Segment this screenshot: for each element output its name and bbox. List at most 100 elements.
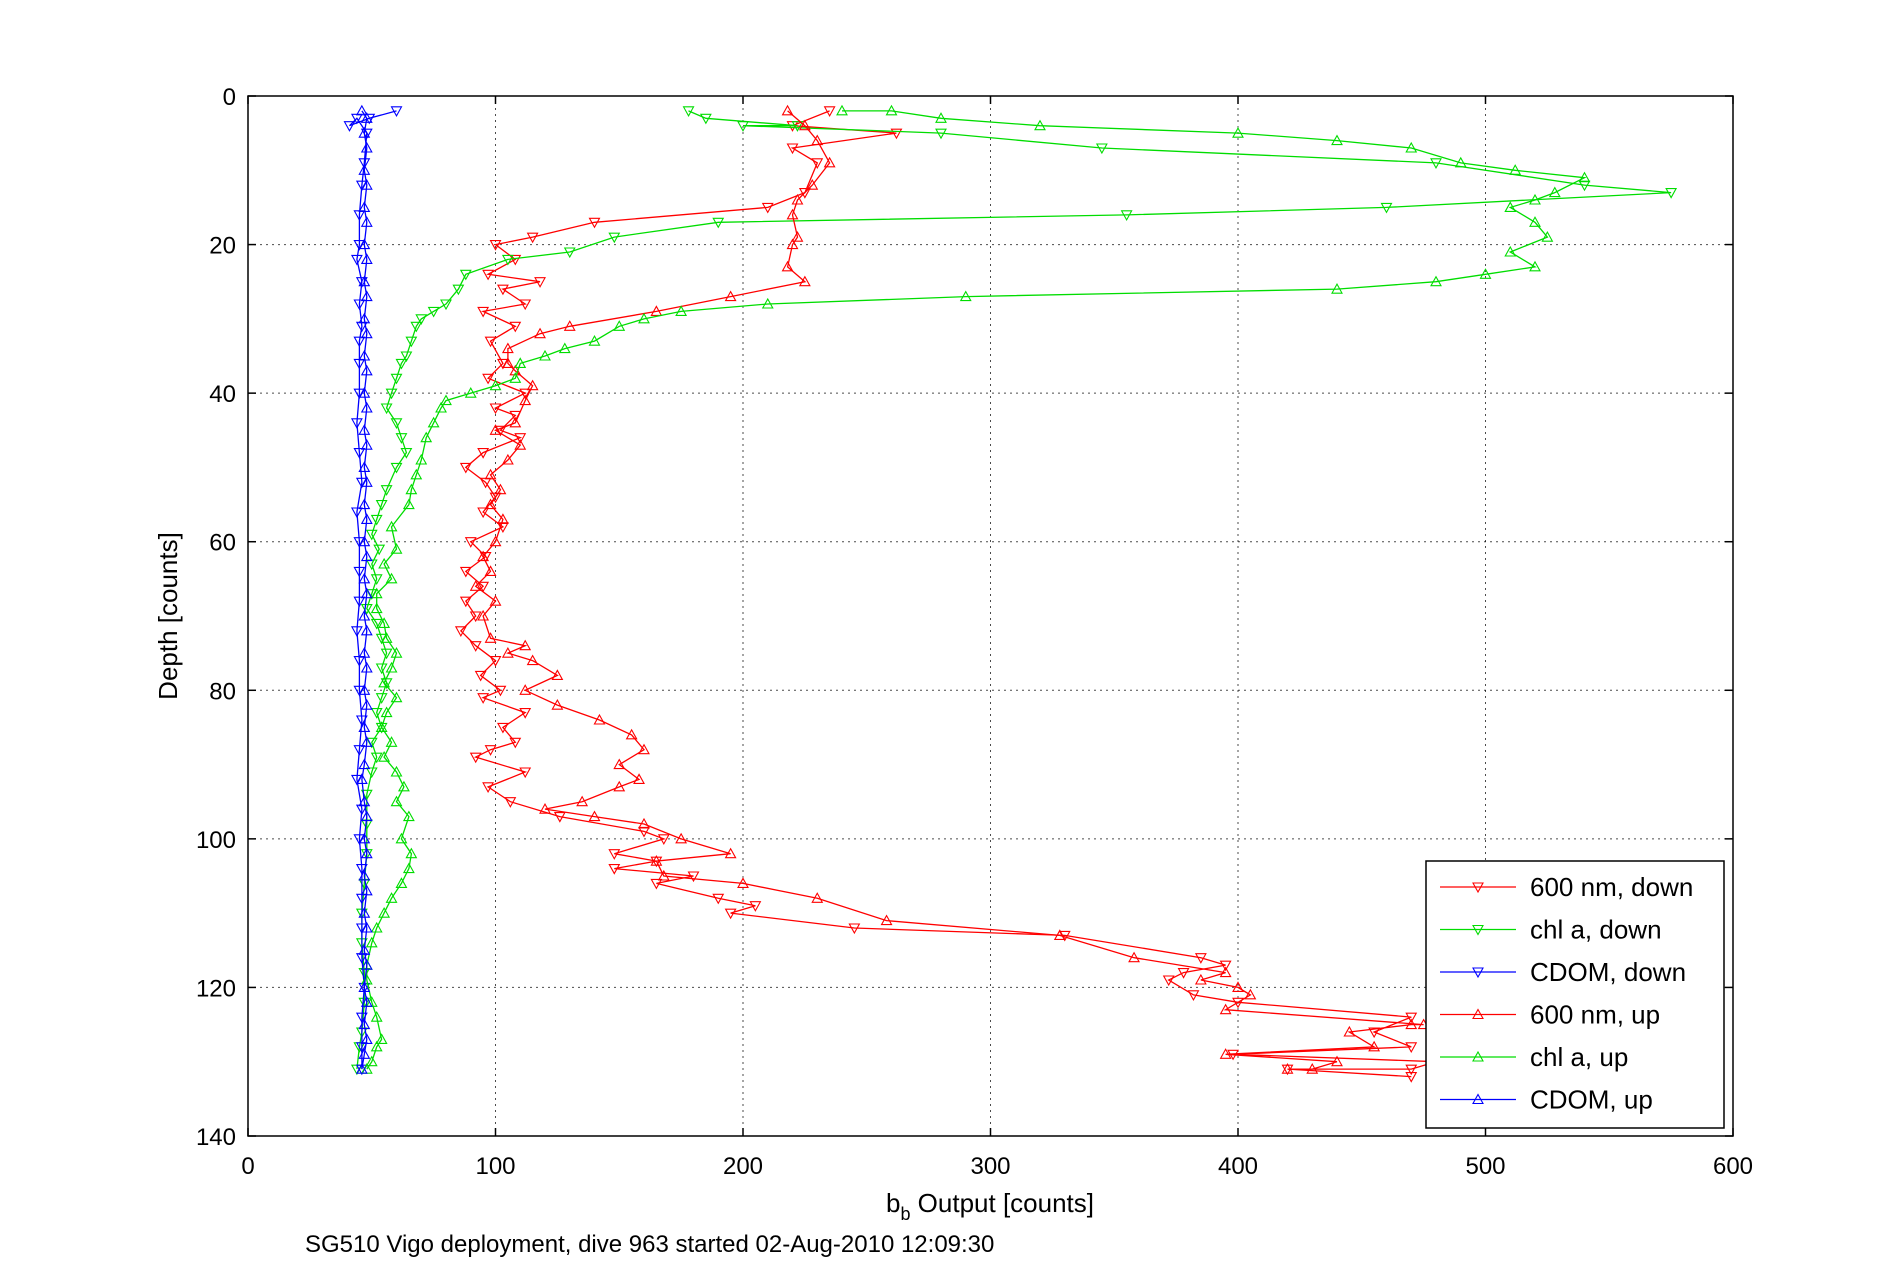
- data-point: [551, 669, 564, 680]
- data-point: [395, 358, 408, 370]
- data-point: [1232, 997, 1244, 1009]
- data-point: [650, 305, 663, 316]
- data-point: [501, 453, 514, 465]
- data-point: [1665, 188, 1678, 199]
- legend-marker: [1472, 882, 1484, 894]
- x-axis-label: bb Output [counts]: [886, 1188, 1094, 1224]
- data-point: [390, 691, 403, 703]
- data-point: [496, 722, 509, 734]
- legend-label: CDOM, up: [1530, 1085, 1653, 1115]
- data-point: [395, 877, 408, 888]
- data-point: [1095, 143, 1108, 155]
- data-point: [464, 387, 477, 398]
- data-point: [358, 424, 371, 435]
- data-point: [519, 394, 532, 406]
- data-point: [1120, 210, 1133, 221]
- data-point: [519, 299, 532, 311]
- data-point: [477, 306, 490, 318]
- data-point: [786, 143, 799, 155]
- data-point: [355, 773, 368, 784]
- data-point: [370, 514, 383, 526]
- data-point: [358, 164, 371, 175]
- legend-marker: [1472, 1008, 1484, 1020]
- data-point: [350, 418, 363, 429]
- data-point: [353, 596, 366, 608]
- data-point: [400, 448, 413, 459]
- data-point: [360, 847, 373, 859]
- data-point: [435, 401, 447, 413]
- data-point: [360, 996, 373, 1007]
- data-point: [519, 388, 532, 400]
- data-point: [469, 641, 482, 652]
- data-point: [880, 914, 893, 926]
- data-point: [1405, 1018, 1418, 1030]
- data-point: [1405, 1072, 1418, 1083]
- data-point: [358, 312, 371, 324]
- axis-ticks: 0 100 200 300 400 500 600 0 20 40 60 80 100 120 140: [196, 84, 1753, 1180]
- data-point: [798, 275, 811, 287]
- data-point: [724, 290, 737, 302]
- data-point: [358, 1018, 371, 1030]
- data-point: [1529, 216, 1541, 227]
- data-point: [360, 290, 373, 302]
- data-point: [385, 520, 398, 532]
- data-point: [482, 782, 495, 793]
- legend-label: CDOM, down: [1530, 957, 1686, 987]
- data-point: [365, 529, 378, 541]
- legend-marker: [1472, 1093, 1484, 1105]
- data-point: [360, 587, 373, 599]
- data-point: [385, 892, 398, 903]
- series-line: [361, 110, 368, 1070]
- data-point: [1219, 960, 1232, 972]
- data-point: [360, 476, 373, 487]
- data-point: [355, 321, 368, 333]
- data-point: [390, 647, 403, 658]
- data-point: [365, 936, 378, 948]
- legend-label: chl a, down: [1530, 915, 1662, 945]
- data-point: [501, 647, 514, 658]
- series-layer: [343, 104, 1678, 1083]
- data-point: [360, 401, 373, 413]
- data-point: [355, 715, 368, 727]
- data-point: [378, 676, 391, 688]
- data-point: [353, 448, 366, 459]
- data-point: [761, 202, 774, 214]
- data-point: [360, 661, 373, 673]
- data-point: [355, 1063, 368, 1074]
- data-point: [378, 907, 391, 918]
- y-tick-label: 20: [209, 233, 236, 260]
- data-point: [400, 351, 413, 363]
- data-point: [534, 277, 546, 288]
- x-tick-label: 200: [723, 1153, 763, 1180]
- data-point: [563, 320, 576, 331]
- data-point: [1177, 968, 1190, 979]
- data-point: [459, 269, 472, 281]
- y-tick-label: 40: [209, 381, 236, 408]
- data-point: [836, 104, 848, 116]
- data-point: [477, 550, 490, 562]
- data-point: [360, 884, 373, 896]
- data-point: [350, 254, 363, 266]
- data-point: [370, 602, 383, 614]
- data-point: [1232, 981, 1244, 992]
- y-tick-label: 120: [196, 975, 236, 1002]
- x-tick-label: 0: [241, 1153, 254, 1180]
- data-point: [358, 981, 371, 992]
- data-point: [477, 448, 490, 459]
- data-point: [375, 663, 388, 675]
- data-point: [1430, 158, 1442, 169]
- data-point: [360, 216, 373, 227]
- data-point: [358, 684, 371, 695]
- data-point: [390, 462, 403, 474]
- data-point: [593, 713, 606, 725]
- data-point: [477, 693, 490, 704]
- data-point: [798, 119, 811, 131]
- data-point: [613, 780, 626, 792]
- data-point: [365, 767, 378, 779]
- data-point: [1405, 141, 1418, 153]
- data-point: [489, 595, 502, 606]
- data-point: [390, 795, 403, 807]
- data-point: [675, 305, 688, 316]
- series-line: [349, 110, 397, 1070]
- data-point: [360, 789, 373, 801]
